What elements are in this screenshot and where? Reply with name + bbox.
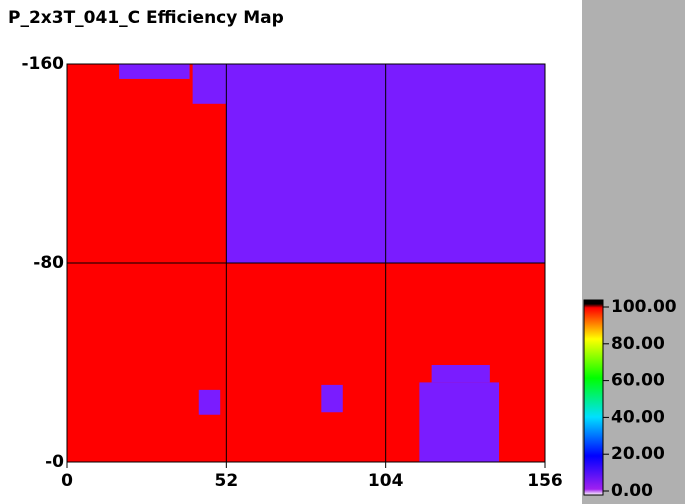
heat-region bbox=[119, 64, 190, 79]
colorbar-tick-label: 40.00 bbox=[611, 407, 665, 427]
y-tick-label: -160 bbox=[21, 54, 64, 74]
heat-region bbox=[385, 64, 545, 263]
colorbar-tick-label: 20.00 bbox=[611, 444, 665, 464]
y-tick-label: -80 bbox=[33, 253, 64, 273]
heat-region bbox=[192, 64, 227, 104]
colorbar-tick-label: 100.00 bbox=[611, 297, 677, 317]
heat-region bbox=[431, 364, 490, 383]
heat-region bbox=[226, 64, 386, 263]
heat-region bbox=[198, 389, 221, 415]
y-tick-label: -0 bbox=[45, 452, 64, 472]
x-tick-label: 0 bbox=[61, 471, 73, 491]
colorbar bbox=[583, 299, 604, 496]
heat-region bbox=[419, 382, 500, 462]
colorbar-tick-label: 80.00 bbox=[611, 334, 665, 354]
x-tick-label: 104 bbox=[368, 471, 404, 491]
chart-title: P_2x3T_041_C Efficiency Map bbox=[8, 8, 284, 28]
x-tick-label: 52 bbox=[214, 471, 238, 491]
colorbar-tick-label: 60.00 bbox=[611, 371, 665, 391]
colorbar-tick-label: 0.00 bbox=[611, 481, 653, 501]
heat-region bbox=[321, 384, 343, 413]
x-tick-label: 156 bbox=[527, 471, 563, 491]
